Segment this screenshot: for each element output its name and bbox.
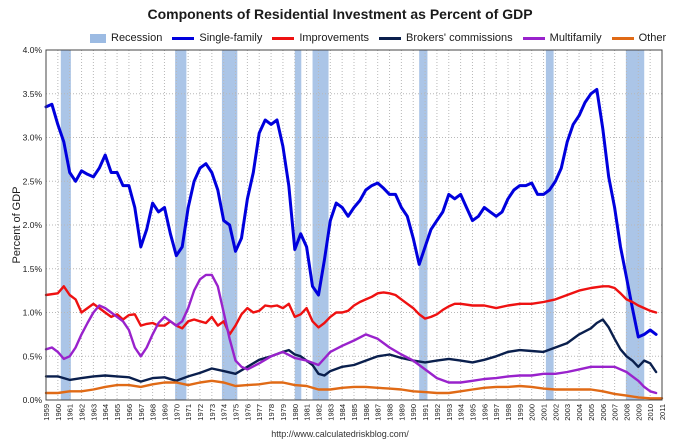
x-tick-label: 1960	[54, 404, 63, 421]
x-tick-label: 2002	[551, 404, 560, 421]
x-tick-label: 1959	[42, 404, 51, 421]
recession-band	[312, 50, 329, 400]
legend-item-recession: Recession	[90, 32, 162, 44]
y-tick-label: 3.0%	[23, 133, 43, 143]
x-tick-label: 1966	[125, 404, 134, 421]
legend: Recession Single-family Improvements Bro…	[90, 31, 676, 45]
x-tick-label: 1986	[362, 404, 371, 421]
x-tick-label: 1974	[220, 404, 229, 421]
x-tick-label: 1995	[468, 404, 477, 421]
series-line-single-family	[44, 87, 658, 339]
x-tick-label: 1984	[338, 404, 347, 421]
legend-label-brokers-commissions: Brokers' commissions	[406, 32, 513, 44]
recession-band	[419, 50, 428, 400]
x-tick-label: 1981	[303, 404, 312, 421]
x-tick-label: 1996	[480, 404, 489, 421]
x-tick-label: 1987	[374, 404, 383, 421]
x-tick-label: 1998	[504, 404, 513, 421]
x-tick-label: 1993	[445, 404, 454, 421]
x-tick-label: 2004	[575, 404, 584, 421]
legend-item-multifamily: Multifamily	[522, 32, 602, 44]
x-tick-label: 1989	[397, 404, 406, 421]
series-line-brokers-commissions	[44, 318, 658, 383]
legend-label-recession: Recession	[111, 32, 163, 44]
x-tick-label: 1976	[243, 404, 252, 421]
x-tick-label: 2008	[622, 404, 631, 421]
x-tick-label: 1979	[279, 404, 288, 421]
legend-item-single-family: Single-family	[172, 32, 262, 44]
y-tick-label: 4.0%	[23, 45, 43, 55]
x-tick-label: 1965	[113, 404, 122, 421]
x-tick-label: 2003	[563, 404, 572, 421]
y-tick-label: 2.5%	[23, 176, 43, 186]
x-tick-label: 1983	[326, 404, 335, 421]
x-tick-label: 1988	[386, 404, 395, 421]
x-tick-label: 2007	[611, 404, 620, 421]
x-tick-label: 1980	[291, 404, 300, 421]
y-tick-label: 3.5%	[23, 89, 43, 99]
x-tick-label: 1963	[89, 404, 98, 421]
legend-label-multifamily: Multifamily	[549, 32, 602, 44]
chart-title: Components of Residential Investment as …	[147, 6, 533, 22]
x-tick-label: 2011	[658, 404, 667, 420]
plot-border	[45, 49, 663, 401]
x-tick-label: 1978	[267, 404, 276, 421]
recession-band	[60, 50, 71, 400]
x-tick-label: 1964	[101, 404, 110, 421]
legend-swatch-other	[611, 36, 634, 40]
legend-item-improvements: Improvements	[272, 32, 369, 44]
x-tick-label: 1999	[516, 404, 525, 421]
x-tick-label: 1982	[314, 404, 323, 421]
legend-label-other: Other	[638, 32, 667, 44]
recession-band	[625, 50, 645, 400]
y-tick-label: 0.0%	[23, 395, 43, 405]
x-tick-label: 1971	[184, 404, 193, 421]
series-line-multifamily	[44, 273, 658, 395]
x-tick-label: 2009	[634, 404, 643, 421]
x-tick-label: 1967	[137, 404, 146, 421]
x-tick-label: 1985	[350, 404, 359, 421]
x-tick-label: 1969	[160, 404, 169, 421]
y-axis-label: Percent of GDP	[11, 186, 23, 263]
y-tick-label: 0.5%	[23, 351, 43, 361]
x-tick-label: 2005	[587, 404, 596, 421]
x-tick-label: 1990	[409, 404, 418, 421]
x-tick-label: 1992	[433, 404, 442, 421]
y-tick-label: 1.5%	[23, 264, 43, 274]
legend-item-brokers-commissions: Brokers' commissions	[379, 32, 513, 44]
legend-swatch-multifamily	[522, 36, 545, 40]
x-tick-label: 1968	[149, 404, 158, 421]
legend-swatch-brokers-commissions	[379, 36, 402, 40]
legend-swatch-single-family	[172, 36, 195, 40]
x-tick-label: 2006	[599, 404, 608, 421]
y-tick-label: 1.0%	[23, 308, 43, 318]
x-tick-label: 1961	[66, 404, 75, 421]
legend-item-other: Other	[611, 32, 667, 44]
legend-label-single-family: Single-family	[199, 32, 263, 44]
y-tick-label: 2.0%	[23, 220, 43, 230]
source-url: http://www.calculatedriskblog.com/	[271, 429, 409, 439]
legend-swatch-recession	[90, 33, 106, 43]
recession-band	[545, 50, 554, 400]
x-tick-label: 1973	[208, 404, 217, 421]
x-tick-label: 1972	[196, 404, 205, 421]
recession-band	[175, 50, 187, 400]
x-tick-label: 1994	[457, 404, 466, 421]
x-tick-label: 1962	[78, 404, 87, 421]
legend-label-improvements: Improvements	[299, 32, 370, 44]
x-tick-label: 2001	[540, 404, 549, 421]
series-line-improvements	[44, 285, 658, 336]
series-line-other	[44, 379, 664, 400]
x-tick-label: 1975	[232, 404, 241, 421]
x-tick-label: 2010	[646, 404, 655, 421]
x-tick-label: 1997	[492, 404, 501, 421]
x-tick-label: 1991	[421, 404, 430, 421]
legend-swatch-improvements	[272, 36, 295, 40]
x-tick-label: 1977	[255, 404, 264, 421]
x-tick-label: 2000	[528, 404, 537, 421]
x-tick-label: 1970	[172, 404, 181, 421]
